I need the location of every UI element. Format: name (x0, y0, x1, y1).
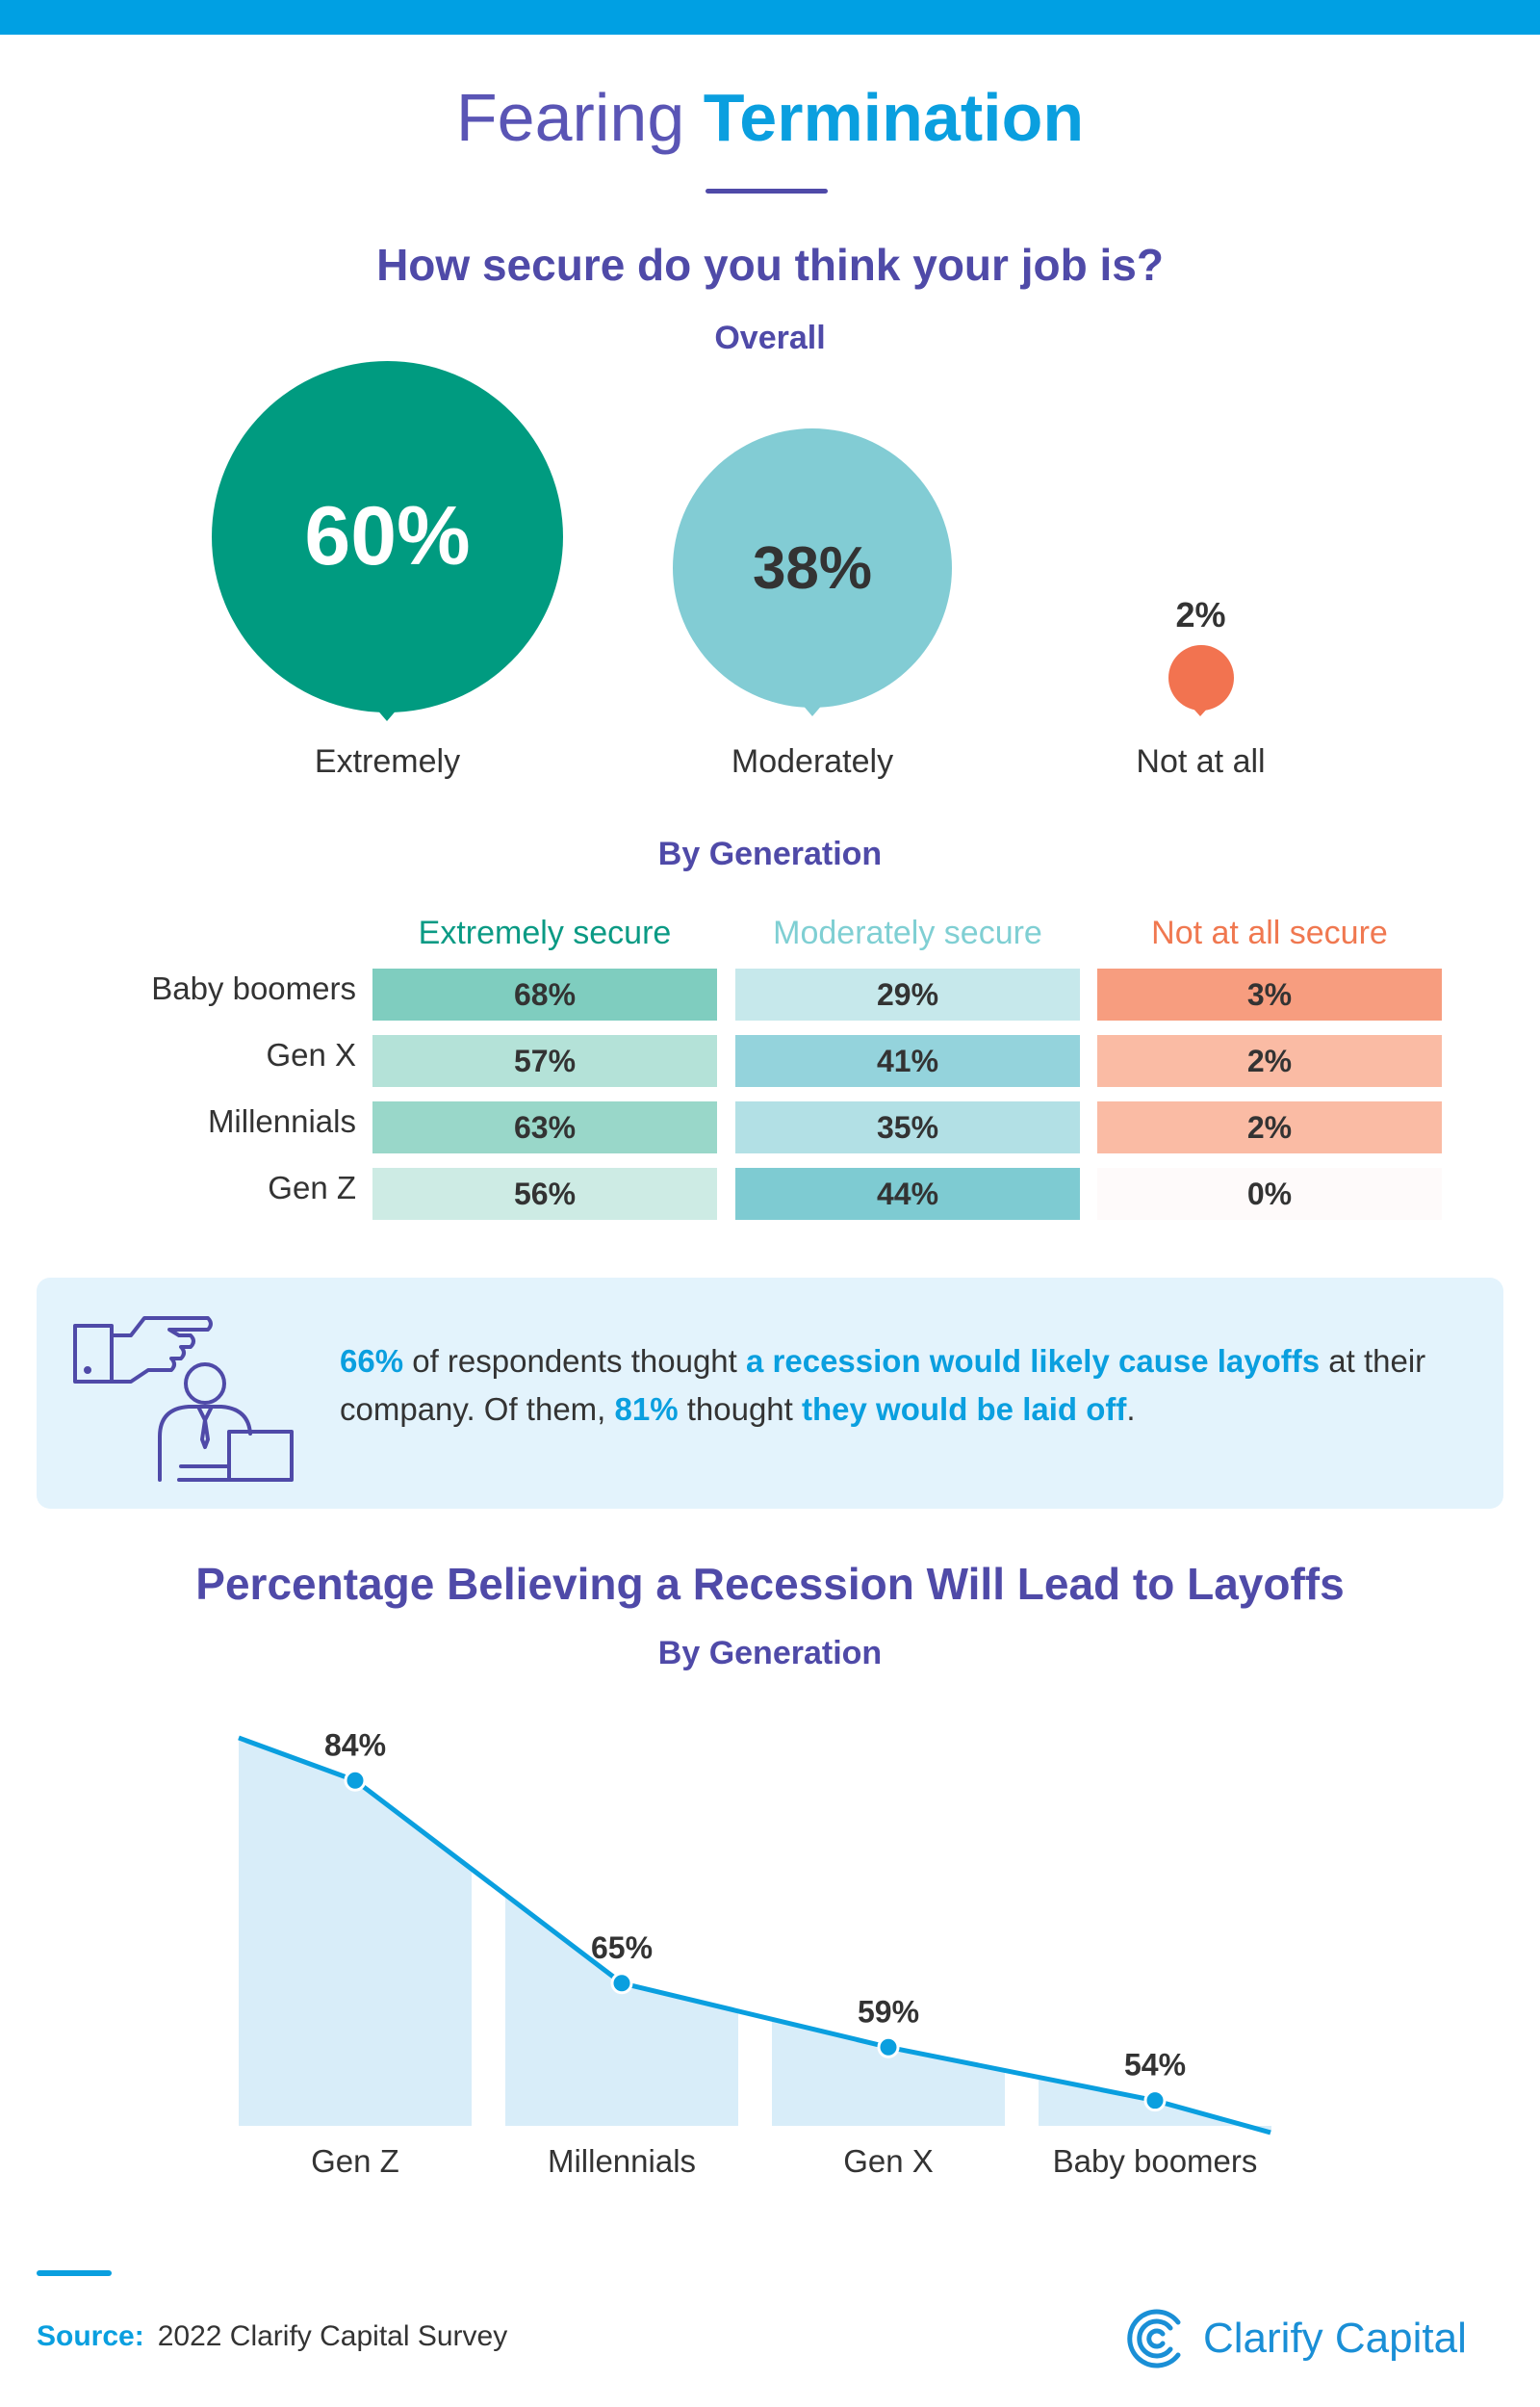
top-accent-bar (0, 0, 1540, 35)
layoff-callout: 66% of respondents thought a recession w… (37, 1278, 1503, 1509)
callout-stat-1: 66% (340, 1343, 404, 1379)
title-part-2: Termination (703, 80, 1085, 155)
source-text: 2022 Clarify Capital Survey (157, 2320, 508, 2352)
callout-text-2: at their company. Of them, (340, 1343, 1426, 1427)
callout-text: 66% of respondents thought a recession w… (340, 1337, 1447, 1434)
source-line: Source: 2022 Clarify Capital Survey (37, 2320, 507, 2353)
category-label: Gen X (843, 2143, 934, 2179)
overall-heading: Overall (714, 320, 826, 356)
category-label: Baby boomers (1053, 2143, 1258, 2179)
callout-stat-2: 81% (614, 1391, 679, 1427)
bubble-circle: 60% (212, 361, 563, 712)
callout-text-3: thought (678, 1391, 803, 1427)
source-label: Source: (37, 2320, 144, 2352)
category-label: Gen Z (311, 2143, 399, 2179)
table-cell: 68% (372, 969, 717, 1021)
title-divider (706, 189, 828, 194)
table-cell: 56% (372, 1168, 717, 1220)
bubble-value: 60% (304, 490, 471, 582)
callout-highlight-1: a recession would likely cause layoffs (746, 1343, 1321, 1379)
table-cell: 0% (1097, 1168, 1442, 1220)
table-cell: 44% (735, 1168, 1080, 1220)
pointing-worker-icon (73, 1316, 294, 1482)
value-label: 84% (324, 1727, 386, 1762)
footer-divider (37, 2270, 112, 2276)
column-header-moderately: Moderately secure (773, 915, 1042, 951)
bubble-value: 2% (1175, 595, 1226, 634)
area-column (505, 1894, 738, 2126)
table-cell: 63% (372, 1101, 717, 1153)
data-point (344, 1769, 367, 1792)
table-cell: 35% (735, 1101, 1080, 1153)
page-title: Fearing Termination (0, 77, 1540, 158)
value-label: 59% (858, 1994, 919, 2029)
data-point (1143, 2089, 1167, 2112)
category-label: Millennials (548, 2143, 696, 2179)
callout-text-4: . (1126, 1391, 1136, 1427)
table-cell: 3% (1097, 969, 1442, 1021)
table-cell: 2% (1097, 1101, 1442, 1153)
title-part-1: Fearing (455, 80, 685, 155)
bubble-label: Moderately (731, 743, 894, 780)
bubble-label: Extremely (314, 743, 461, 780)
row-label: Gen X (266, 1037, 356, 1073)
row-label: Gen Z (268, 1170, 356, 1205)
callout-text-1: of respondents thought (403, 1343, 746, 1379)
bubble-tail (375, 708, 398, 721)
bubble-circle (1168, 645, 1234, 711)
bubble-tail (801, 703, 824, 716)
column-header-not-at-all: Not at all secure (1151, 915, 1388, 951)
layoff-chart-subheading: By Generation (657, 1635, 883, 1671)
table-cell: 2% (1097, 1035, 1442, 1087)
brand-logo: Clarify Capital (1126, 2305, 1467, 2372)
bubble-circle: 38% (673, 428, 952, 708)
bubble-value: 38% (752, 534, 873, 602)
table-cell: 57% (372, 1035, 717, 1087)
layoff-area-chart: 84% Gen Z 65% Millennials 59% Gen X 54% Baby bo… (238, 1727, 1271, 2179)
brand-name: Clarify Capital (1203, 2315, 1467, 2362)
area-column (772, 2019, 1005, 2126)
trend-line (238, 1735, 1271, 2135)
table-cell: 41% (735, 1035, 1080, 1087)
column-header-extremely: Extremely secure (418, 915, 672, 951)
layoff-chart-heading: Percentage Believing a Recession Will Le… (195, 1559, 1345, 1609)
bubble-label: Not at all (1136, 743, 1266, 780)
clarify-logo-icon (1127, 2309, 1181, 2368)
bubble-tail (1192, 707, 1209, 716)
table-cell: 29% (735, 969, 1080, 1021)
data-point (610, 1972, 633, 1995)
row-label: Baby boomers (151, 971, 356, 1006)
value-label: 54% (1124, 2048, 1186, 2083)
data-point (877, 2035, 900, 2058)
callout-highlight-2: they would be laid off (802, 1391, 1127, 1427)
by-generation-heading: By Generation (657, 836, 883, 872)
row-label: Millennials (207, 1103, 356, 1139)
question-heading: How secure do you think your job is? (376, 240, 1164, 290)
value-label: 65% (591, 1930, 653, 1965)
area-column (239, 1737, 472, 2126)
